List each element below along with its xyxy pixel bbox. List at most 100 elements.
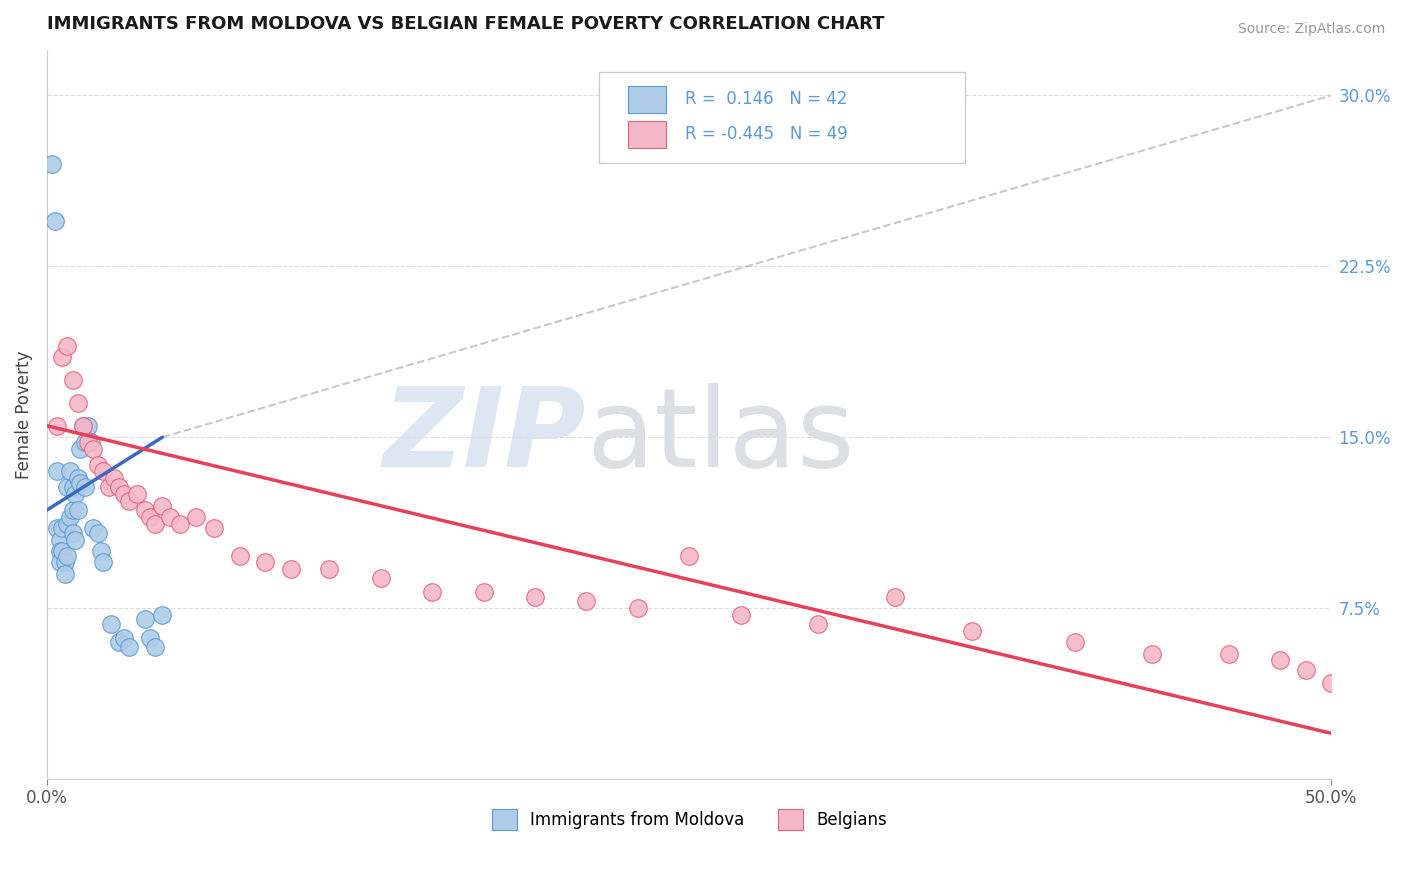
Text: atlas: atlas	[586, 383, 855, 490]
Point	[69, 475, 91, 490]
Point	[63, 487, 86, 501]
Point	[62, 525, 84, 540]
Point	[159, 509, 181, 524]
Point	[46, 521, 69, 535]
Point	[134, 612, 156, 626]
Point	[75, 480, 97, 494]
Point	[280, 562, 302, 576]
Point	[48, 556, 70, 570]
Point	[51, 544, 73, 558]
Point	[202, 521, 225, 535]
Point	[112, 631, 135, 645]
Point	[575, 594, 598, 608]
Point	[138, 631, 160, 645]
Point	[108, 635, 131, 649]
Text: Source: ZipAtlas.com: Source: ZipAtlas.com	[1237, 22, 1385, 37]
Point	[62, 373, 84, 387]
Point	[48, 544, 70, 558]
Point	[93, 556, 115, 570]
Point	[730, 607, 752, 622]
Point	[59, 509, 82, 524]
Point	[134, 503, 156, 517]
Point	[56, 516, 79, 531]
Point	[93, 464, 115, 478]
Point	[77, 418, 100, 433]
Point	[59, 464, 82, 478]
Point	[66, 396, 89, 410]
Point	[53, 566, 76, 581]
Point	[118, 494, 141, 508]
Point	[87, 525, 110, 540]
FancyBboxPatch shape	[599, 71, 966, 163]
Point	[678, 549, 700, 563]
Point	[807, 617, 830, 632]
Point	[46, 464, 69, 478]
Point	[62, 480, 84, 494]
Point	[108, 480, 131, 494]
Point	[97, 480, 120, 494]
Point	[103, 471, 125, 485]
Point	[51, 351, 73, 365]
Point	[420, 585, 443, 599]
Point	[472, 585, 495, 599]
Point	[72, 418, 94, 433]
Point	[53, 556, 76, 570]
Legend: Immigrants from Moldova, Belgians: Immigrants from Moldova, Belgians	[485, 803, 893, 836]
Text: IMMIGRANTS FROM MOLDOVA VS BELGIAN FEMALE POVERTY CORRELATION CHART: IMMIGRANTS FROM MOLDOVA VS BELGIAN FEMAL…	[46, 15, 884, 33]
Point	[46, 418, 69, 433]
Point	[77, 434, 100, 449]
Point	[62, 503, 84, 517]
Point	[1346, 685, 1368, 699]
Point	[184, 509, 207, 524]
Point	[318, 562, 340, 576]
Point	[82, 442, 104, 456]
Point	[524, 590, 547, 604]
Point	[44, 213, 66, 227]
Point	[72, 418, 94, 433]
Point	[56, 480, 79, 494]
Point	[69, 442, 91, 456]
Point	[66, 471, 89, 485]
Point	[66, 503, 89, 517]
Point	[370, 571, 392, 585]
Text: ZIP: ZIP	[382, 383, 586, 490]
Point	[118, 640, 141, 654]
Point	[100, 617, 122, 632]
Point	[1295, 663, 1317, 677]
Point	[1372, 692, 1395, 706]
Point	[48, 533, 70, 547]
Point	[125, 487, 148, 501]
Point	[152, 607, 174, 622]
Point	[960, 624, 983, 638]
Point	[87, 458, 110, 472]
Point	[1268, 653, 1291, 667]
Point	[1320, 676, 1343, 690]
Point	[75, 434, 97, 449]
Point	[1140, 647, 1163, 661]
Point	[63, 533, 86, 547]
Point	[82, 521, 104, 535]
Point	[56, 549, 79, 563]
Point	[228, 549, 250, 563]
Point	[152, 499, 174, 513]
Point	[51, 521, 73, 535]
Point	[627, 601, 650, 615]
Bar	[627, 86, 666, 113]
Point	[883, 590, 905, 604]
Text: R =  0.146   N = 42: R = 0.146 N = 42	[685, 90, 848, 108]
Point	[254, 556, 277, 570]
Point	[41, 157, 63, 171]
Text: R = -0.445   N = 49: R = -0.445 N = 49	[685, 125, 848, 143]
Point	[90, 544, 112, 558]
Point	[1398, 704, 1406, 718]
Point	[1063, 635, 1085, 649]
Point	[79, 434, 101, 449]
Point	[56, 339, 79, 353]
Point	[169, 516, 191, 531]
Point	[138, 509, 160, 524]
Point	[143, 516, 166, 531]
Y-axis label: Female Poverty: Female Poverty	[15, 351, 32, 479]
Point	[112, 487, 135, 501]
Bar	[627, 120, 666, 148]
Point	[1218, 647, 1240, 661]
